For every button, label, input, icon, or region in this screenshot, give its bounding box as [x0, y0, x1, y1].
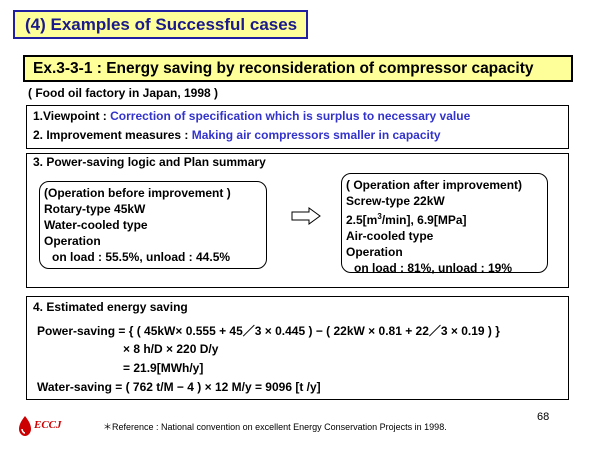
- page-number: 68: [537, 411, 550, 423]
- viewpoint-box: 1.Viewpoint : Correction of specificatio…: [26, 105, 569, 149]
- improvement-text: Making air compressors smaller in capaci…: [191, 128, 441, 142]
- after-type: Screw-type 22kW: [346, 194, 445, 208]
- before-title: (Operation before improvement ): [44, 186, 231, 200]
- before-type: Rotary-type 45kW: [44, 202, 146, 216]
- viewpoint-label: 1.Viewpoint :: [33, 109, 107, 123]
- energy-saving-header: 4. Estimated energy saving: [33, 300, 188, 314]
- section-title: (4) Examples of Successful cases: [13, 10, 308, 39]
- power-saving-formula: Power-saving = { ( 45kW× 0.555 + 45／3 × …: [37, 324, 500, 338]
- after-operation: Operation: [346, 245, 403, 259]
- viewpoint-text: Correction of specification which is sur…: [110, 109, 471, 123]
- reference-note: ＊Reference : National convention on exce…: [103, 422, 447, 432]
- after-load: on load : 81%, unload : 19%: [354, 261, 513, 275]
- before-operation: Operation: [44, 234, 101, 248]
- after-cooling: Air-cooled type: [346, 229, 434, 243]
- before-load: on load : 55.5%, unload : 44.5%: [52, 250, 231, 264]
- before-improvement-panel: (Operation before improvement ) Rotary-t…: [39, 181, 267, 269]
- plan-summary-header: 3. Power-saving logic and Plan summary: [33, 155, 266, 169]
- after-spec: 2.5[m3/min], 6.9[MPa]: [346, 212, 467, 227]
- after-improvement-panel: ( Operation after improvement) Screw-typ…: [341, 173, 548, 275]
- example-title: Ex.3-3-1 : Energy saving by reconsiderat…: [23, 55, 573, 82]
- water-saving-formula: Water-saving = ( 762 t/M − 4 ) × 12 M/y …: [37, 380, 321, 394]
- after-title: ( Operation after improvement): [346, 178, 523, 192]
- eccj-logo-icon: [19, 416, 31, 436]
- improvement-label: 2. Improvement measures :: [33, 128, 189, 142]
- before-cooling: Water-cooled type: [44, 218, 148, 232]
- viewpoint-row: 1.Viewpoint : Correction of specificatio…: [33, 109, 470, 123]
- improvement-row: 2. Improvement measures : Making air com…: [33, 128, 441, 142]
- subtitle: ( Food oil factory in Japan, 1998 ): [28, 86, 219, 100]
- eccj-logo-text: ECCJ: [34, 419, 62, 431]
- plan-summary-box: 3. Power-saving logic and Plan summary (…: [26, 153, 569, 288]
- power-saving-multiplier: × 8 h/D × 220 D/y: [123, 342, 219, 356]
- power-saving-result: = 21.9[MWh/y]: [123, 361, 204, 375]
- right-arrow-icon: [291, 207, 321, 225]
- energy-saving-box: 4. Estimated energy saving Power-saving …: [26, 296, 569, 400]
